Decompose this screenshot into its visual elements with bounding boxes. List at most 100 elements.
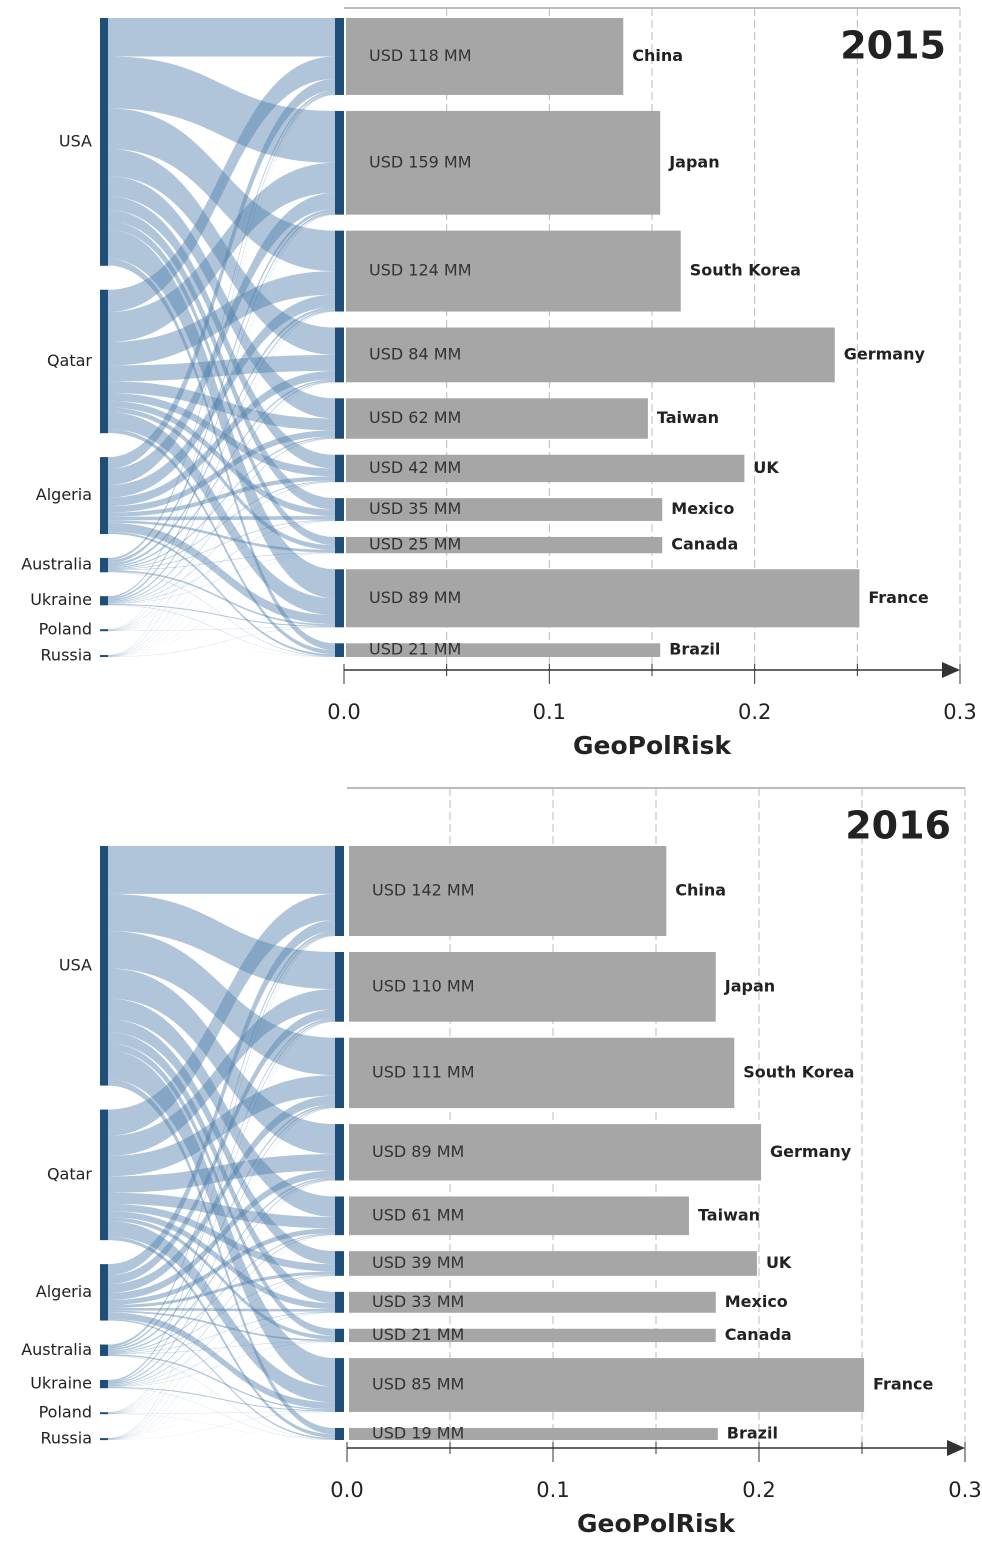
bar: [349, 1037, 735, 1109]
flow: [108, 1177, 335, 1352]
flow: [108, 382, 335, 657]
axis-arrow: [942, 662, 960, 678]
value-label: USD 35 MM: [369, 499, 461, 518]
flow: [108, 307, 335, 566]
flow: [108, 1021, 335, 1413]
flow: [108, 162, 335, 343]
value-label: USD 21 MM: [372, 1325, 464, 1344]
flow: [108, 192, 335, 486]
flow: [108, 311, 335, 657]
flow: [108, 309, 335, 601]
value-label: USD 111 MM: [372, 1062, 475, 1081]
source-node: [100, 557, 108, 573]
target-node: [335, 1037, 344, 1109]
bar: [346, 230, 681, 312]
value-label: USD 124 MM: [369, 261, 472, 280]
flow: [108, 1234, 335, 1386]
source-node: [100, 1344, 108, 1356]
flow: [108, 1050, 335, 1387]
flow: [108, 1154, 335, 1193]
value-label: USD 89 MM: [372, 1142, 464, 1161]
target-node: [335, 1291, 344, 1313]
flow: [108, 1104, 335, 1351]
flow: [108, 1079, 335, 1435]
source-label: USA: [59, 131, 92, 150]
flow: [108, 553, 335, 657]
flow: [108, 1236, 335, 1438]
target-node: [335, 110, 344, 215]
flow: [108, 94, 335, 656]
target-node: [335, 846, 344, 936]
flow: [108, 1233, 335, 1353]
flow: [108, 400, 335, 517]
category-label: Mexico: [725, 1292, 788, 1311]
flow: [108, 381, 335, 631]
flow: [108, 354, 335, 382]
flow: [108, 1341, 335, 1355]
flow: [108, 1355, 335, 1440]
source-label: Australia: [21, 1340, 92, 1359]
axis-arrow: [947, 1440, 965, 1456]
source-label: Poland: [39, 620, 92, 639]
target-node: [335, 454, 344, 483]
flow: [108, 438, 335, 631]
flow: [108, 1312, 335, 1387]
target-node: [335, 230, 344, 312]
flow: [108, 196, 335, 469]
value-label: USD 118 MM: [369, 46, 472, 65]
flow: [108, 212, 335, 600]
source-label: Australia: [21, 555, 92, 574]
source-node: [100, 596, 108, 606]
source-node: [100, 1264, 108, 1321]
flow: [108, 56, 335, 163]
flow: [108, 935, 335, 1413]
bar: [346, 536, 663, 554]
category-label: South Korea: [690, 261, 801, 280]
flow: [108, 1275, 335, 1414]
target-node: [335, 1358, 344, 1412]
bar: [349, 1124, 762, 1181]
flow: [108, 1217, 335, 1340]
flow: [108, 210, 335, 510]
source-node: [100, 1438, 108, 1441]
flow: [108, 1180, 335, 1440]
flow: [108, 1107, 335, 1414]
source-label: Ukraine: [30, 590, 92, 609]
value-label: USD 159 MM: [369, 152, 472, 171]
flow: [108, 1341, 335, 1414]
value-label: USD 89 MM: [369, 588, 461, 607]
flow: [108, 893, 335, 1136]
x-tick-label: 0.1: [533, 700, 566, 724]
target-node: [335, 643, 344, 657]
flow: [108, 520, 335, 604]
bar: [346, 643, 661, 657]
flow: [108, 1178, 335, 1386]
flow: [108, 571, 335, 657]
flow: [108, 1307, 335, 1312]
flow: [108, 998, 335, 1218]
bar: [346, 18, 624, 95]
flow: [108, 1319, 335, 1440]
bar: [349, 1427, 718, 1440]
flow: [108, 1221, 335, 1403]
bar: [349, 1328, 716, 1343]
category-label: South Korea: [743, 1062, 854, 1081]
flow: [108, 1275, 335, 1387]
source-node: [100, 629, 108, 632]
flow: [108, 516, 335, 521]
source-label: Algeria: [36, 1282, 92, 1301]
flow: [108, 407, 335, 550]
value-label: USD 42 MM: [369, 458, 461, 477]
source-label: Ukraine: [30, 1374, 92, 1393]
target-node: [335, 1196, 344, 1236]
flow: [108, 570, 335, 626]
flow: [108, 1271, 335, 1308]
x-axis-label: GeoPolRisk: [577, 1509, 736, 1538]
flow: [108, 1342, 335, 1440]
flow: [108, 1228, 335, 1305]
flow: [108, 176, 335, 419]
bar: [349, 1196, 689, 1236]
flow: [108, 1032, 335, 1303]
x-axis-label: GeoPolRisk: [573, 731, 732, 760]
flow: [108, 56, 335, 312]
